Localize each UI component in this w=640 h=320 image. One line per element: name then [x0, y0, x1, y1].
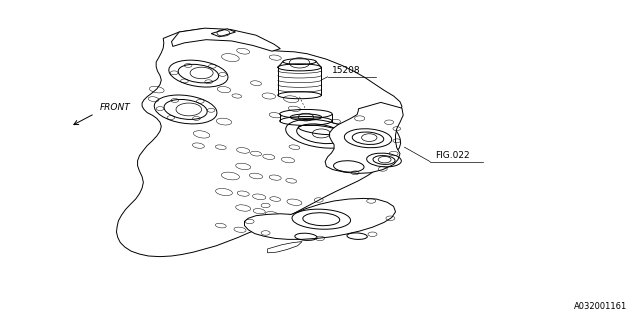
Polygon shape	[116, 29, 402, 257]
Polygon shape	[268, 242, 302, 253]
Polygon shape	[244, 198, 396, 239]
Text: A032001161: A032001161	[574, 302, 627, 311]
Polygon shape	[211, 29, 236, 37]
Text: FRONT: FRONT	[100, 103, 131, 112]
Text: 15208: 15208	[332, 66, 361, 75]
Text: FIG.022: FIG.022	[435, 151, 470, 160]
Polygon shape	[325, 102, 403, 173]
Polygon shape	[172, 28, 280, 51]
